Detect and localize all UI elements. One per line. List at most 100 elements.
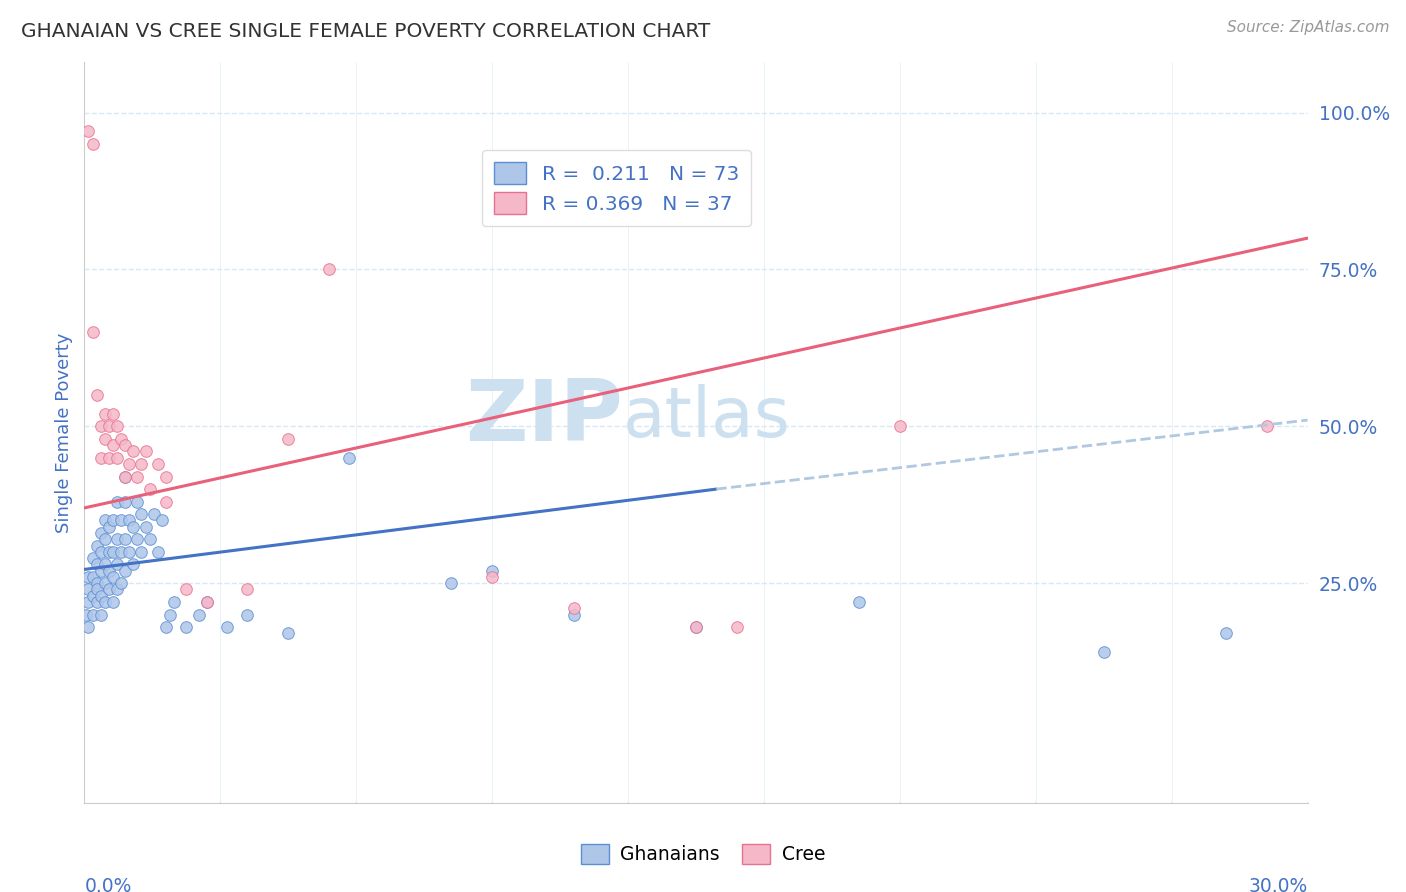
Point <box>93 558 115 572</box>
Point <box>155 469 177 483</box>
Point <box>146 457 169 471</box>
Point <box>118 457 141 471</box>
Point <box>105 582 128 597</box>
Point <box>725 620 748 634</box>
Point <box>122 520 145 534</box>
Point <box>90 607 112 622</box>
Point <box>122 558 145 572</box>
Point <box>90 589 112 603</box>
Point <box>481 570 503 584</box>
Text: 0.0%: 0.0% <box>84 877 132 892</box>
Point <box>339 450 361 465</box>
Point <box>110 513 132 527</box>
Point <box>114 469 136 483</box>
Point <box>155 494 177 508</box>
Point <box>97 419 120 434</box>
Point <box>82 589 104 603</box>
Point <box>562 601 585 615</box>
Legend: Ghanaians, Cree: Ghanaians, Cree <box>574 837 832 871</box>
Point <box>90 419 112 434</box>
Point <box>217 620 239 634</box>
Point <box>685 620 707 634</box>
Point <box>77 570 100 584</box>
Point <box>174 582 197 597</box>
Point <box>685 620 707 634</box>
Point <box>440 576 463 591</box>
Point <box>93 407 115 421</box>
Point <box>131 507 153 521</box>
Point <box>848 595 870 609</box>
Point <box>77 595 100 609</box>
Point <box>105 494 128 508</box>
Point <box>93 432 115 446</box>
Point <box>150 513 173 527</box>
Text: ZIP: ZIP <box>465 376 623 459</box>
Point <box>86 558 108 572</box>
Point <box>101 438 124 452</box>
Point <box>82 325 104 339</box>
Point <box>77 582 100 597</box>
Point <box>159 607 181 622</box>
Point <box>889 419 911 434</box>
Point <box>562 607 585 622</box>
Point <box>105 533 128 547</box>
Point <box>118 513 141 527</box>
Point <box>1256 419 1278 434</box>
Point <box>77 124 100 138</box>
Point <box>101 513 124 527</box>
Point <box>97 520 120 534</box>
Point <box>93 576 115 591</box>
Point <box>86 576 108 591</box>
Point <box>105 419 128 434</box>
Point <box>101 570 124 584</box>
Point <box>93 533 115 547</box>
Point <box>101 407 124 421</box>
Point <box>86 595 108 609</box>
Point <box>110 432 132 446</box>
Point <box>110 576 132 591</box>
Point <box>1092 645 1115 659</box>
Point <box>110 545 132 559</box>
Point <box>127 533 149 547</box>
Point <box>131 457 153 471</box>
Point <box>146 545 169 559</box>
Point <box>90 526 112 541</box>
Point <box>105 558 128 572</box>
Point <box>82 136 104 151</box>
Point <box>318 262 340 277</box>
Point <box>481 564 503 578</box>
Point <box>195 595 218 609</box>
Point <box>114 469 136 483</box>
Point <box>122 444 145 458</box>
Point <box>236 582 259 597</box>
Point <box>101 595 124 609</box>
Point <box>75 607 97 622</box>
Point <box>114 564 136 578</box>
Point <box>138 482 160 496</box>
Point <box>90 564 112 578</box>
Text: GHANAIAN VS CREE SINGLE FEMALE POVERTY CORRELATION CHART: GHANAIAN VS CREE SINGLE FEMALE POVERTY C… <box>21 22 710 41</box>
Point <box>118 545 141 559</box>
Point <box>82 551 104 566</box>
Point <box>138 533 160 547</box>
Point <box>135 444 157 458</box>
Text: Source: ZipAtlas.com: Source: ZipAtlas.com <box>1226 20 1389 35</box>
Point <box>97 582 120 597</box>
Point <box>277 432 299 446</box>
Point <box>127 494 149 508</box>
Point <box>155 620 177 634</box>
Point <box>86 582 108 597</box>
Point <box>82 607 104 622</box>
Point <box>127 469 149 483</box>
Point <box>1215 626 1237 640</box>
Point <box>90 545 112 559</box>
Point <box>114 438 136 452</box>
Text: 30.0%: 30.0% <box>1249 877 1308 892</box>
Point <box>86 539 108 553</box>
Point <box>90 450 112 465</box>
Point <box>93 595 115 609</box>
Point <box>97 450 120 465</box>
Point <box>82 570 104 584</box>
Legend: R =  0.211   N = 73, R = 0.369   N = 37: R = 0.211 N = 73, R = 0.369 N = 37 <box>482 150 751 227</box>
Point <box>142 507 165 521</box>
